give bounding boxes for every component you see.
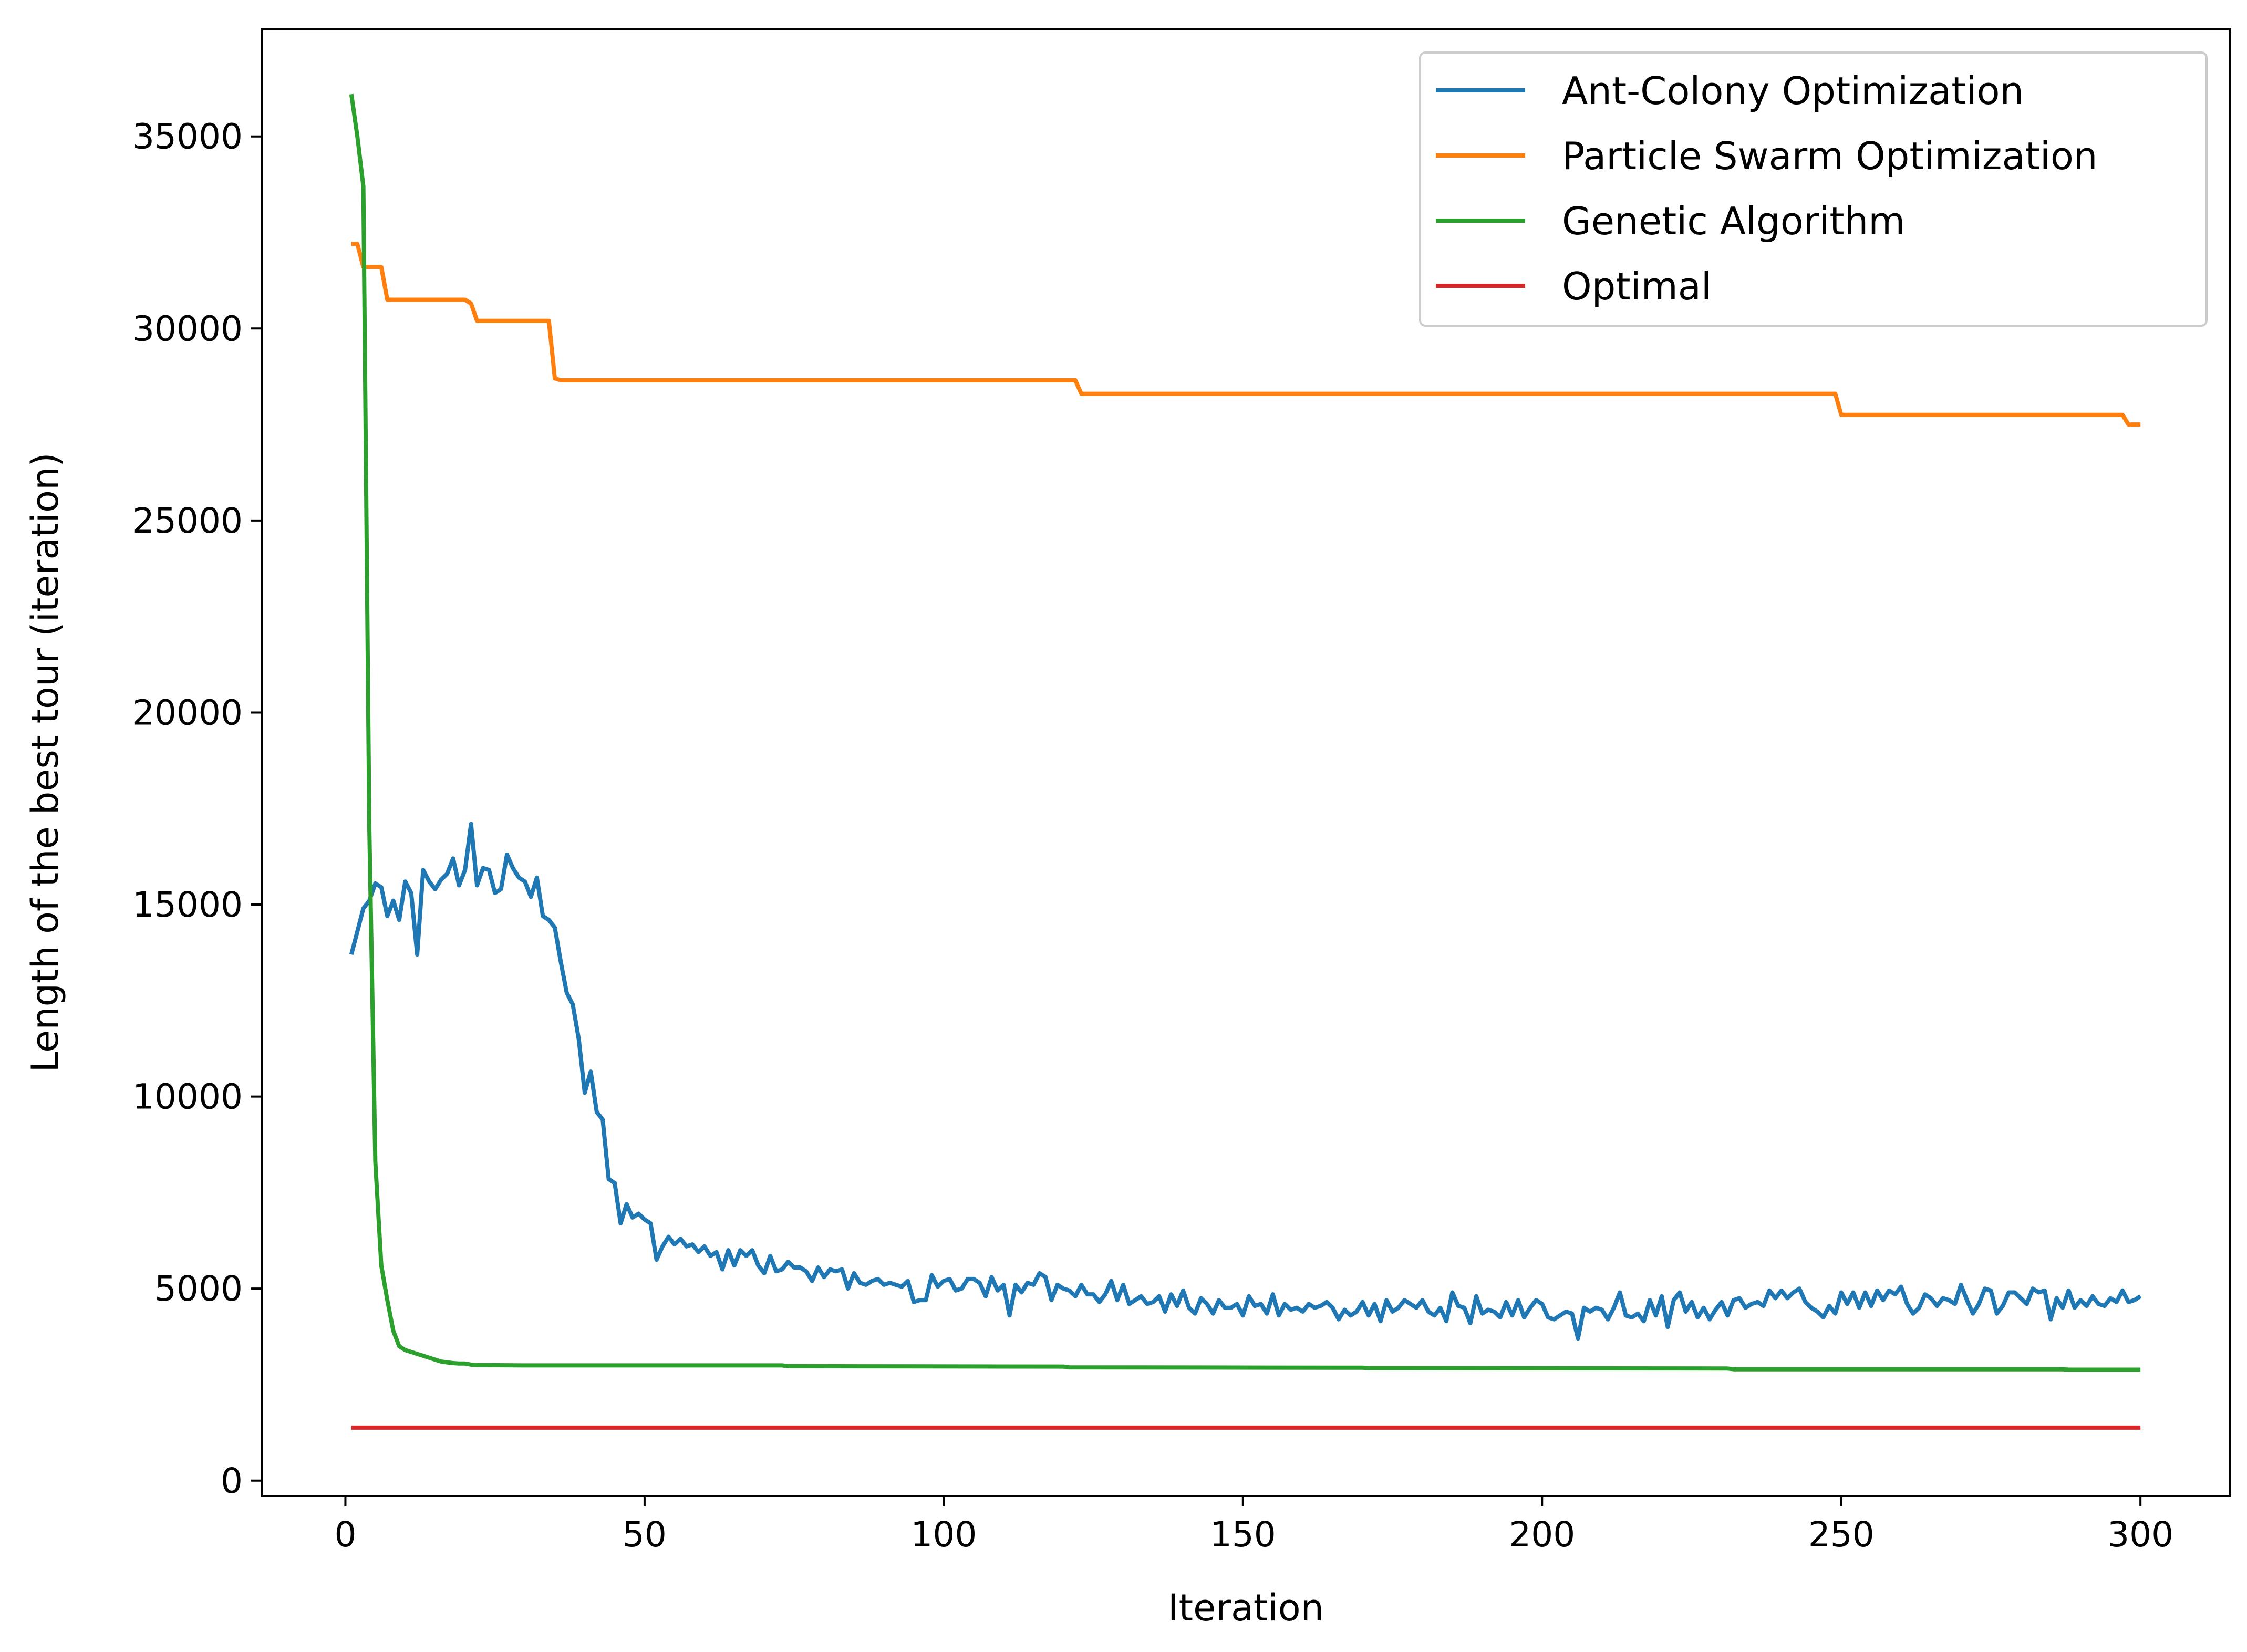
y-tick-label: 10000	[132, 1077, 243, 1117]
x-tick-label: 100	[910, 1514, 977, 1555]
series-line-ant-colony-optimization	[349, 822, 2142, 1341]
x-tick-label: 300	[2107, 1514, 2173, 1555]
y-tick-label: 15000	[132, 885, 243, 925]
x-tick-label: 150	[1210, 1514, 1276, 1555]
legend-label-ant-colony-optimization: Ant-Colony Optimization	[1562, 69, 2024, 113]
series-line-particle-swarm-optimization	[351, 242, 2141, 427]
x-tick-label: 250	[1808, 1514, 1875, 1555]
y-tick-label: 5000	[154, 1269, 243, 1309]
legend-label-optimal: Optimal	[1562, 264, 1712, 308]
legend-box	[1419, 51, 2208, 327]
series-line-genetic-algorithm	[349, 93, 2141, 1372]
legend-label-genetic-algorithm: Genetic Algorithm	[1562, 199, 1905, 243]
x-tick-label: 200	[1509, 1514, 1575, 1555]
series-layer	[349, 93, 2142, 1430]
plot-frame	[261, 28, 2231, 1497]
legend: Ant-Colony Optimization Particle Swarm Op…	[1419, 51, 2208, 327]
y-tick-label: 20000	[132, 692, 243, 733]
y-tick-label: 30000	[132, 308, 243, 349]
y-tick-label: 25000	[132, 501, 243, 541]
y-axis: 0 5000 10000 15000 20000 25000 30000 35000	[132, 117, 262, 1501]
x-tick-label: 50	[623, 1514, 667, 1555]
y-tick-label: 0	[221, 1461, 243, 1501]
x-axis-label: Iteration	[1168, 1586, 1324, 1629]
x-tick-label: 0	[334, 1514, 356, 1555]
y-axis-label: Length of the best tour (iteration)	[24, 452, 67, 1072]
legend-label-particle-swarm-optimization: Particle Swarm Optimization	[1562, 134, 2098, 178]
x-axis: 0 50 100 150 200 250 300	[334, 1496, 2173, 1555]
y-tick-label: 35000	[132, 117, 243, 157]
